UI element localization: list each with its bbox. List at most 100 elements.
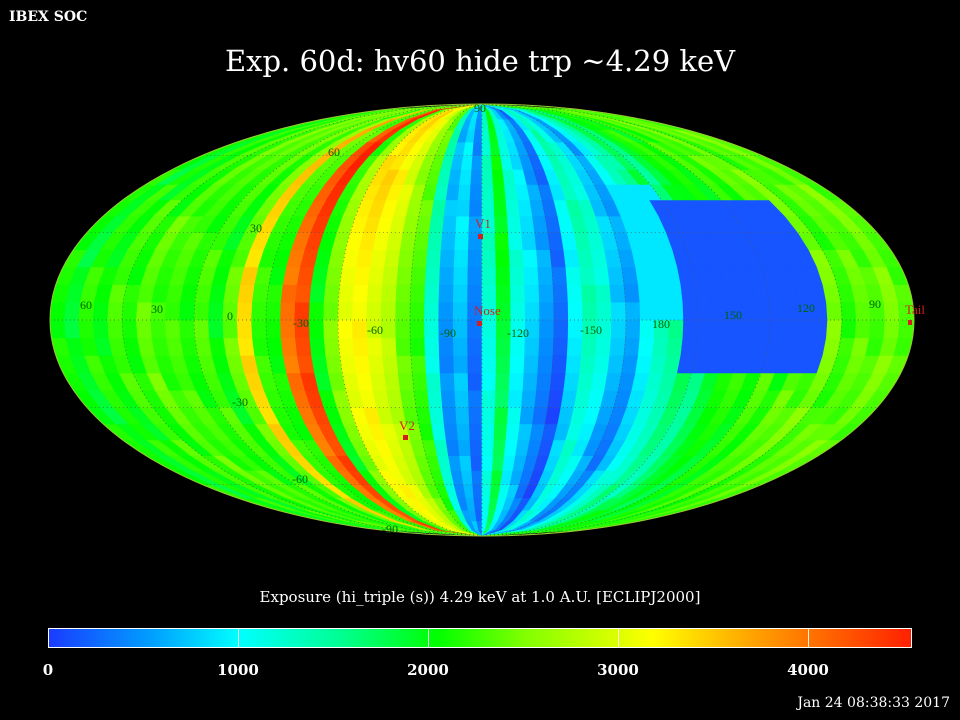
exposure-cell — [537, 266, 554, 285]
exposure-cell — [521, 232, 537, 250]
exposure-cell — [495, 249, 511, 268]
exposure-cell — [470, 169, 483, 185]
exposure-cell — [424, 337, 440, 356]
exposure-cell — [352, 284, 369, 303]
exposure-cell — [369, 372, 388, 391]
exposure-cell — [223, 284, 241, 303]
exposure-cell — [522, 249, 539, 268]
exposure-cell — [78, 319, 95, 339]
exposure-cell — [410, 266, 427, 285]
exposure-cell — [495, 266, 511, 285]
exposure-cell — [439, 355, 455, 374]
exposure-cell — [410, 355, 427, 374]
exposure-cell — [538, 284, 555, 303]
exposure-cell — [280, 284, 298, 303]
colorbar-label-2000: 2000 — [407, 661, 449, 679]
exposure-cell — [236, 301, 253, 321]
exposure-cell — [826, 319, 843, 339]
exposure-cell — [883, 319, 900, 339]
exposure-cell — [193, 319, 210, 339]
exposure-cell — [754, 301, 771, 321]
exposure-cell — [552, 284, 569, 303]
exposure-cell — [208, 319, 225, 339]
exposure-cell — [708, 284, 727, 303]
colorbar-tick-1000 — [238, 629, 239, 647]
exposure-cell — [424, 284, 440, 303]
exposure-cell — [457, 184, 472, 201]
marker-label-tail: Tail — [905, 302, 925, 317]
exposure-cell — [607, 355, 625, 374]
exposure-cell — [107, 301, 124, 321]
exposure-cell — [469, 423, 483, 441]
exposure-cell — [352, 337, 369, 356]
exposure-cell — [438, 301, 454, 321]
exposure-cell — [136, 301, 153, 321]
exposure-cell — [696, 301, 713, 321]
exposure-cell — [64, 301, 81, 321]
exposure-cell — [265, 301, 282, 321]
exposure-cell — [652, 337, 669, 356]
exposure-cell — [495, 355, 511, 374]
timestamp: Jan 24 08:38:33 2017 — [797, 695, 950, 711]
exposure-cell — [266, 284, 284, 303]
exposure-cell — [337, 301, 354, 321]
colorbar-tick-4000 — [808, 629, 809, 647]
meridian-line — [337, 104, 483, 536]
exposure-cell — [797, 319, 814, 339]
exposure-cell — [409, 301, 425, 321]
exposure-cell — [92, 301, 110, 321]
exposure-cell — [369, 249, 388, 268]
exposure-cell — [368, 355, 385, 374]
exposure-cell — [581, 337, 598, 356]
exposure-cell — [237, 337, 256, 356]
exposure-cell — [637, 284, 655, 303]
exposure-cell — [494, 406, 509, 425]
marker-label-v1: V1 — [475, 216, 491, 231]
exposure-cell — [668, 319, 684, 339]
exposure-cell — [395, 337, 412, 356]
exposure-cell — [553, 319, 569, 339]
exposure-cell — [164, 301, 181, 321]
exposure-cell — [523, 266, 540, 285]
exposure-cell — [459, 169, 473, 185]
exposure-cell — [711, 319, 728, 339]
exposure-cell — [539, 301, 555, 321]
exposure-cell — [680, 284, 698, 303]
exposure-cell — [481, 199, 495, 217]
exposure-cell — [467, 355, 483, 374]
exposure-cell — [637, 337, 655, 356]
exposure-cell — [452, 301, 468, 321]
exposure-cell — [468, 389, 483, 408]
exposure-cell — [395, 284, 412, 303]
exposure-cell — [579, 266, 596, 285]
colorbar-label-0: 0 — [42, 661, 54, 679]
exposure-cell — [467, 284, 483, 303]
exposure-cell — [409, 319, 425, 339]
exposure-cell — [551, 266, 568, 285]
exposure-cell — [424, 355, 441, 374]
exposure-cell — [459, 455, 473, 471]
exposure-cell — [523, 355, 540, 374]
exposure-cell — [323, 319, 339, 339]
exposure-cell — [854, 319, 872, 339]
exposure-cell — [236, 319, 253, 339]
exposure-cell — [445, 184, 460, 201]
exposure-cell — [323, 337, 341, 356]
exposure-cell — [208, 301, 225, 321]
exposure-cell — [456, 423, 471, 441]
exposure-cell — [399, 232, 417, 250]
exposure-cell — [481, 232, 496, 250]
exposure-cell — [582, 301, 598, 321]
exposure-cell — [223, 337, 241, 356]
exposure-cell — [208, 284, 227, 303]
exposure-cell — [522, 372, 539, 391]
exposure-cell — [396, 355, 413, 374]
exposure-cell — [415, 215, 432, 233]
exposure-cell — [723, 337, 741, 356]
exposure-cell — [428, 215, 445, 233]
exposure-cell — [609, 337, 626, 356]
exposure-cell — [352, 319, 368, 339]
exposure-cell — [323, 284, 341, 303]
exposure-cell — [607, 266, 625, 285]
exposure-cell — [443, 423, 459, 441]
